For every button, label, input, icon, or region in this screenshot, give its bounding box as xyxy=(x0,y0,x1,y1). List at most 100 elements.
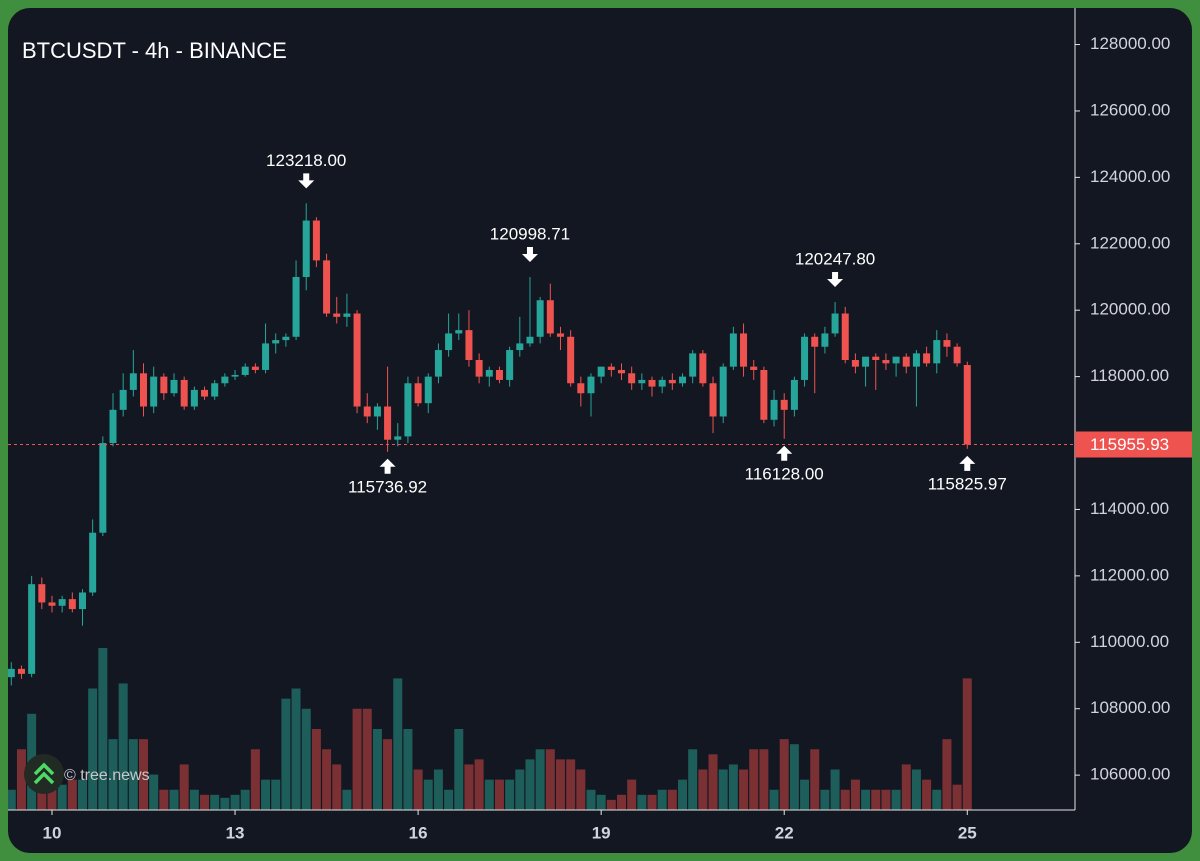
volume-bar xyxy=(67,779,77,810)
x-tick-label: 16 xyxy=(409,823,428,842)
candle-body xyxy=(679,376,687,384)
volume-bar xyxy=(88,688,98,810)
candle-body xyxy=(48,602,56,606)
volume-bar xyxy=(393,678,403,810)
volume-bar xyxy=(169,789,179,810)
volume-bar xyxy=(128,739,138,810)
volume-bar xyxy=(352,708,362,810)
y-tick-label: 124000.00 xyxy=(1090,167,1170,186)
candle-body xyxy=(607,366,615,370)
candle-body xyxy=(434,350,442,377)
volume-bar xyxy=(261,779,271,810)
candle-body xyxy=(404,383,412,437)
annotation-arrow xyxy=(379,458,396,474)
candle-body xyxy=(729,333,737,367)
volume-bar xyxy=(749,749,759,810)
candle-body xyxy=(882,360,890,364)
last-price-label: 115955.93 xyxy=(1090,435,1169,454)
y-tick-label: 118000.00 xyxy=(1090,366,1169,385)
volume-bar xyxy=(627,779,637,810)
candle-body xyxy=(312,220,320,261)
candle-body xyxy=(628,373,636,384)
candle-body xyxy=(841,313,849,361)
candle-body xyxy=(668,379,676,384)
candle-body xyxy=(251,366,259,370)
volume-bar xyxy=(362,708,372,810)
volume-bar xyxy=(98,648,108,810)
volume-bar xyxy=(647,794,657,810)
candle-body xyxy=(140,373,148,407)
candle-body xyxy=(556,333,564,337)
candle-body xyxy=(506,350,514,380)
volume-bar xyxy=(16,749,26,810)
volume-bar xyxy=(149,774,159,810)
candle-body xyxy=(872,356,880,361)
watermark-chevrons xyxy=(33,762,55,785)
volume-bar xyxy=(718,769,728,810)
volume-bar xyxy=(545,749,555,810)
last-price-box xyxy=(1075,431,1192,458)
volume-bar xyxy=(952,784,962,810)
candle-body xyxy=(577,383,585,394)
volume-bar xyxy=(708,754,718,810)
annotation-label: 116128.00 xyxy=(745,464,824,483)
volume-bar xyxy=(688,749,698,810)
volume-bar xyxy=(840,789,850,810)
volume-bar xyxy=(57,784,67,810)
candle-body xyxy=(790,379,798,410)
annotation-arrow xyxy=(959,455,976,471)
candle-body xyxy=(933,340,941,364)
volume-bar xyxy=(617,794,626,810)
annotation-label: 115736.92 xyxy=(348,477,427,496)
candle-body xyxy=(780,399,788,410)
y-tick-label: 120000.00 xyxy=(1090,300,1170,319)
volume-bar xyxy=(210,794,220,810)
volume-bar xyxy=(535,749,545,810)
volume-bar xyxy=(108,739,118,810)
volume-bar xyxy=(800,779,810,810)
volume-bar xyxy=(789,744,799,810)
volume-bar xyxy=(739,769,749,810)
volume-bar xyxy=(515,769,525,810)
candle-body xyxy=(302,220,310,277)
candle-body xyxy=(648,379,656,387)
volume-bar xyxy=(678,779,688,810)
y-tick-label: 108000.00 xyxy=(1090,698,1170,717)
volume-bar xyxy=(332,764,342,810)
volume-bar xyxy=(698,769,708,810)
candle-body xyxy=(770,399,778,420)
candle-body xyxy=(912,353,920,367)
candle-body xyxy=(526,336,534,344)
candle-body xyxy=(567,336,575,384)
candle-body xyxy=(58,599,66,606)
x-tick-label: 25 xyxy=(958,823,977,842)
candle-body xyxy=(485,369,493,377)
candle-body xyxy=(862,356,870,367)
candle-body xyxy=(221,376,229,384)
candle-body xyxy=(363,406,371,417)
candle-body xyxy=(750,366,758,370)
volume-bar xyxy=(850,779,860,810)
volume-bar xyxy=(606,799,616,810)
volume-bar xyxy=(728,764,738,810)
candle-body xyxy=(414,383,422,404)
y-tick-label: 106000.00 xyxy=(1090,765,1170,784)
volume-bar xyxy=(505,779,515,810)
candle-body xyxy=(821,333,829,347)
candle-body xyxy=(150,376,158,407)
volume-bar xyxy=(566,759,576,810)
watermark: © tree.news xyxy=(24,754,150,794)
volume-bar xyxy=(179,764,189,810)
candle-body xyxy=(384,406,392,440)
volume-bar xyxy=(444,789,454,810)
volume-bar xyxy=(189,789,199,810)
candle-body xyxy=(353,313,361,407)
candle-body xyxy=(587,376,595,394)
candle-body xyxy=(719,366,727,417)
candle-body xyxy=(282,336,290,341)
volume-bar xyxy=(810,749,820,810)
volume-bar xyxy=(454,729,464,810)
candle-body xyxy=(373,406,381,417)
candle-body xyxy=(760,369,768,420)
candle-body xyxy=(99,443,107,533)
